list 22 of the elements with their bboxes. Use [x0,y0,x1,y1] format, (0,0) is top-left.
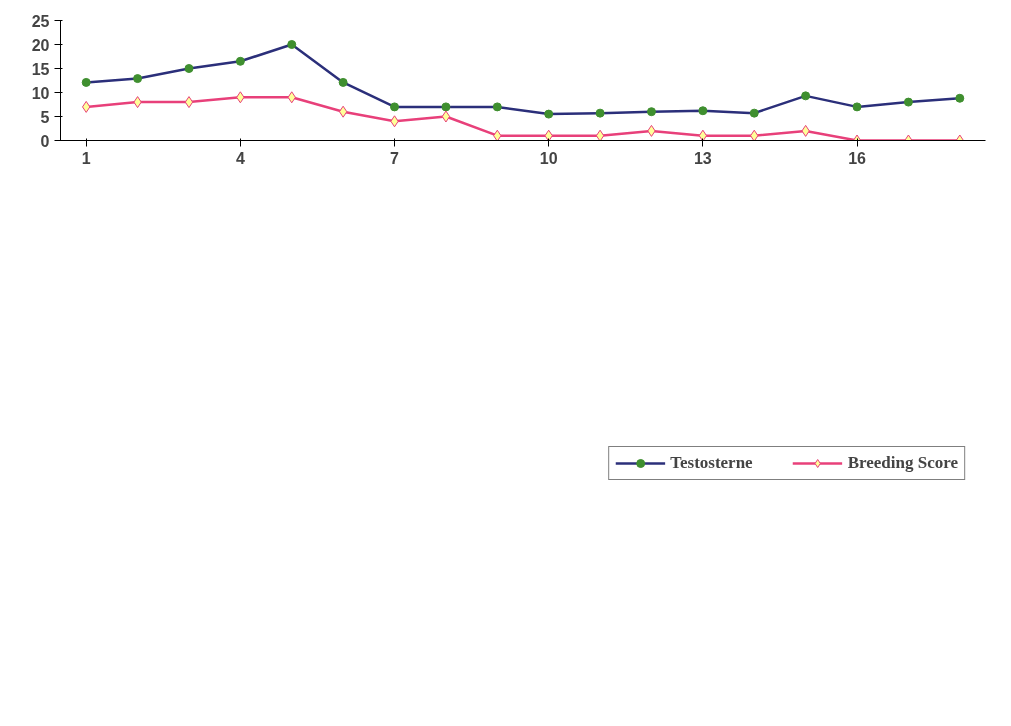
point [595,129,605,141]
x-tick-label: 16 [848,149,867,167]
x-tick-label: 7 [390,149,400,167]
x-tick-label: 4 [235,149,245,167]
y-tick-label: 10 [31,84,50,102]
point [493,129,502,141]
point [750,129,759,141]
y-tick-label: 20 [31,36,50,54]
point [698,129,708,141]
point [544,129,553,141]
y-tick-label: 0 [40,132,50,150]
legend-label: Breeding Score [847,453,958,473]
point [441,110,451,123]
legend-label: Testosterne [670,453,753,473]
x-tick-label: 13 [693,149,712,167]
y-tick-label: 25 [31,12,50,30]
y-tick-label: 5 [40,108,50,126]
x-tick-label: 1 [81,149,91,167]
y-tick-label: 15 [31,60,50,78]
x-tick-label: 10 [539,149,558,167]
point [184,96,194,109]
point [338,105,348,118]
